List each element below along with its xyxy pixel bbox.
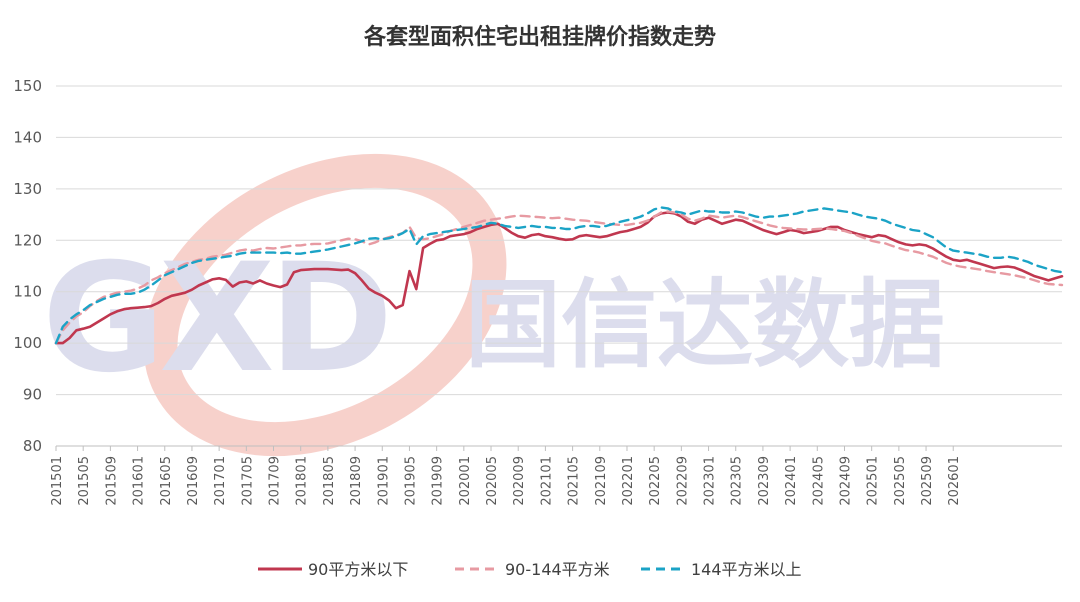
legend-label-3: 144平方米以上 xyxy=(691,560,802,579)
x-tick-label: 201709 xyxy=(268,456,283,506)
y-tick-label: 140 xyxy=(13,128,42,146)
x-tick-label: 202405 xyxy=(811,456,826,506)
legend-label-2: 90-144平方米 xyxy=(505,560,610,579)
x-tick-label: 201509 xyxy=(104,456,119,506)
y-tick-label: 130 xyxy=(13,180,42,198)
x-tick-label: 201601 xyxy=(132,456,147,506)
x-tick-label: 201701 xyxy=(213,456,228,506)
x-tick-label: 201801 xyxy=(295,456,310,506)
y-tick-label: 120 xyxy=(13,231,42,249)
chart-title: 各套型面积住宅出租挂牌价指数走势 xyxy=(363,24,716,50)
x-tick-label: 201901 xyxy=(376,456,391,506)
x-tick-label: 201909 xyxy=(431,456,446,506)
x-tick-label: 201805 xyxy=(322,456,337,506)
x-tick-label: 201609 xyxy=(186,456,201,506)
x-tick-label: 201809 xyxy=(349,456,364,506)
gxd-watermark: GXD 国信达数据 xyxy=(42,153,945,457)
x-tick-label: 202105 xyxy=(567,456,582,506)
x-tick-label: 201905 xyxy=(403,456,418,506)
y-tick-label: 150 xyxy=(13,77,42,95)
x-tick-label: 202305 xyxy=(730,456,745,506)
x-tick-label: 202201 xyxy=(621,456,636,506)
x-tick-label: 201705 xyxy=(240,456,255,506)
x-tick-label: 201505 xyxy=(77,456,92,506)
x-tick-label: 202309 xyxy=(757,456,772,506)
x-tick-label: 202001 xyxy=(458,456,473,506)
x-tick-label: 202009 xyxy=(512,456,527,506)
x-tick-label: 202301 xyxy=(703,456,718,506)
y-tick-label: 100 xyxy=(13,334,42,352)
x-tick-label: 202505 xyxy=(893,456,908,506)
x-tick-label: 202601 xyxy=(947,456,962,506)
series-line-2 xyxy=(54,210,1064,345)
series-lines xyxy=(54,206,1064,345)
legend-label-1: 90平方米以下 xyxy=(308,560,408,579)
legend: 90平方米以下 90-144平方米 144平方米以上 xyxy=(258,560,802,579)
gridlines xyxy=(56,85,1062,447)
x-tick-label: 202109 xyxy=(594,456,609,506)
y-tick-label: 80 xyxy=(23,437,42,455)
x-tick-label: 202409 xyxy=(838,456,853,506)
x-tick-label: 201501 xyxy=(50,456,65,506)
x-tick-label: 202205 xyxy=(648,456,663,506)
watermark-brand-text: 国信达数据 xyxy=(465,269,945,381)
x-tick-label: 202101 xyxy=(539,456,554,506)
y-axis-ticks: 80 90 100 110 120 130 140 150 xyxy=(13,77,42,455)
x-tick-label: 201605 xyxy=(159,456,174,506)
x-tick-label: 202209 xyxy=(675,456,690,506)
x-tick-label: 202401 xyxy=(784,456,799,506)
series-line-3 xyxy=(54,206,1064,345)
y-tick-label: 110 xyxy=(13,283,42,301)
series-line-1 xyxy=(54,211,1064,345)
x-tick-label: 202509 xyxy=(920,456,935,506)
y-tick-label: 90 xyxy=(23,386,42,404)
x-tick-label: 202005 xyxy=(485,456,500,506)
x-axis-ticks: 201501 201505 201509 201601 201605 201609 2017… xyxy=(50,446,962,506)
x-tick-label: 202501 xyxy=(866,456,881,506)
